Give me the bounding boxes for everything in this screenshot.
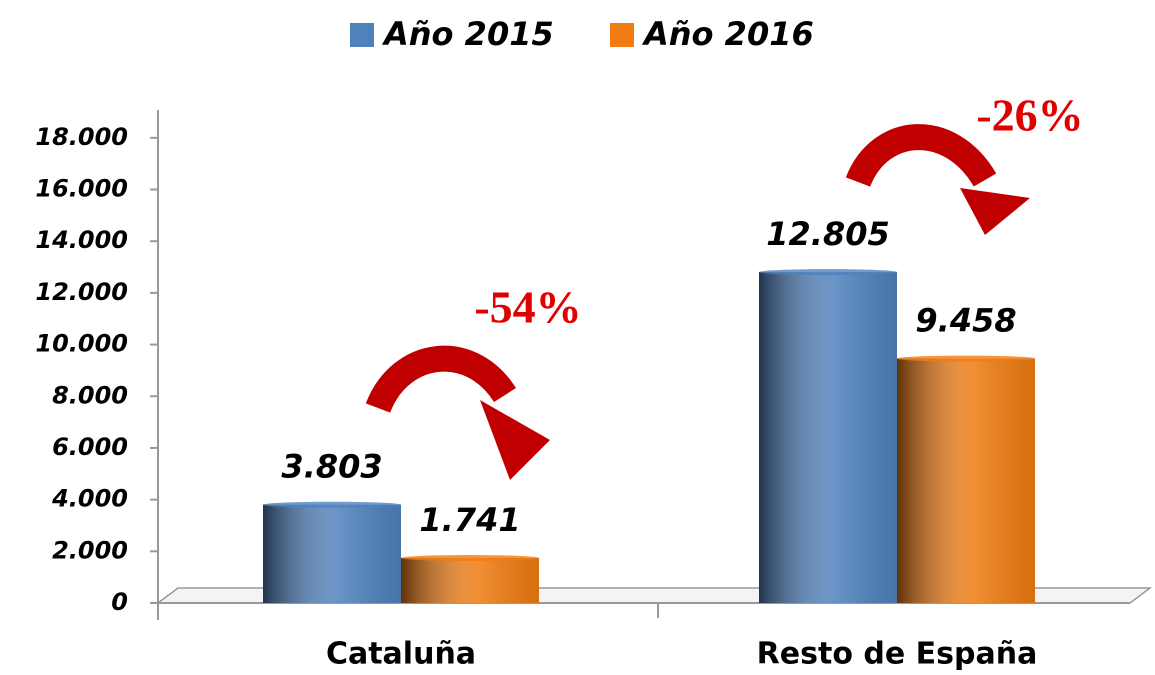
value-label: 3.803	[281, 448, 382, 486]
value-label: 12.805	[766, 215, 889, 253]
arrow-head	[960, 188, 1030, 235]
annotation: -26%	[976, 90, 1083, 141]
bar-shade	[759, 272, 897, 603]
bar-shade	[263, 504, 401, 603]
y-tick-label: 8.000	[52, 381, 128, 409]
y-tick-label: 12.000	[35, 278, 128, 306]
x-tick-label: Resto de España	[757, 637, 1038, 672]
y-tick-label: 6.000	[52, 433, 128, 461]
value-label: 1.741	[419, 501, 520, 539]
bar-top	[263, 501, 401, 508]
bar-top	[401, 555, 539, 562]
bar-top	[897, 355, 1035, 362]
bar-shade	[401, 558, 539, 603]
y-tick-label: 18.000	[35, 123, 128, 151]
annotation: -54%	[474, 282, 581, 333]
x-tick-label: Cataluña	[326, 637, 476, 672]
legend-label: Año 2016	[641, 15, 814, 53]
y-tick-label: 16.000	[35, 175, 128, 203]
bar-shade	[897, 358, 1035, 603]
y-tick-label: 0	[111, 588, 128, 616]
y-tick-label: 2.000	[52, 536, 128, 564]
arrow	[365, 345, 516, 414]
y-tick-label: 14.000	[35, 226, 128, 254]
legend-swatch	[350, 23, 374, 47]
value-label: 9.458	[915, 302, 1016, 340]
legend-swatch	[610, 23, 634, 47]
arrow	[845, 124, 997, 188]
y-tick-label: 4.000	[51, 485, 128, 513]
legend-label: Año 2015	[381, 15, 554, 53]
bar-top	[759, 269, 897, 276]
y-tick-label: 10.000	[35, 330, 128, 358]
arrow-head	[480, 400, 550, 480]
